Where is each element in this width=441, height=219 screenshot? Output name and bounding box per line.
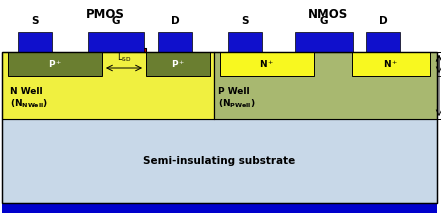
Bar	[102, 48, 146, 52]
Text: D: D	[171, 16, 179, 26]
Bar	[158, 32, 192, 52]
Bar	[314, 48, 352, 52]
Text: G: G	[112, 16, 120, 26]
Text: PMOS: PMOS	[86, 8, 124, 21]
Text: NMOS: NMOS	[308, 8, 348, 21]
Bar	[2, 52, 214, 119]
Text: P$^+$: P$^+$	[171, 58, 185, 70]
Text: P$^+$: P$^+$	[48, 58, 62, 70]
Text: S: S	[31, 16, 39, 26]
Text: Semi-insulating substrate: Semi-insulating substrate	[143, 156, 295, 166]
Bar	[146, 52, 210, 76]
Bar	[366, 32, 400, 52]
Text: G: G	[320, 16, 328, 26]
Text: S: S	[241, 16, 249, 26]
Bar	[8, 52, 102, 76]
Bar	[228, 32, 262, 52]
Bar	[18, 32, 52, 52]
Bar	[352, 52, 430, 76]
Text: D: D	[379, 16, 387, 26]
Bar	[214, 52, 437, 119]
Bar	[2, 119, 437, 203]
Text: (N$_{\mathregular{NWell}}$): (N$_{\mathregular{NWell}}$)	[10, 97, 48, 110]
Bar	[2, 52, 437, 203]
Text: N Well: N Well	[10, 87, 43, 96]
Bar	[102, 48, 146, 52]
Bar	[295, 32, 353, 52]
Text: N$^+$: N$^+$	[383, 58, 399, 70]
Text: (N$_{\mathregular{PWell}}$): (N$_{\mathregular{PWell}}$)	[218, 97, 255, 110]
Bar	[314, 48, 352, 52]
Text: N$^+$: N$^+$	[259, 58, 275, 70]
Bar	[220, 52, 314, 76]
Text: L$_{\mathregular{SD}}$: L$_{\mathregular{SD}}$	[117, 51, 131, 64]
Text: P Well: P Well	[218, 87, 250, 96]
Bar	[2, 203, 437, 213]
Bar	[88, 32, 144, 52]
